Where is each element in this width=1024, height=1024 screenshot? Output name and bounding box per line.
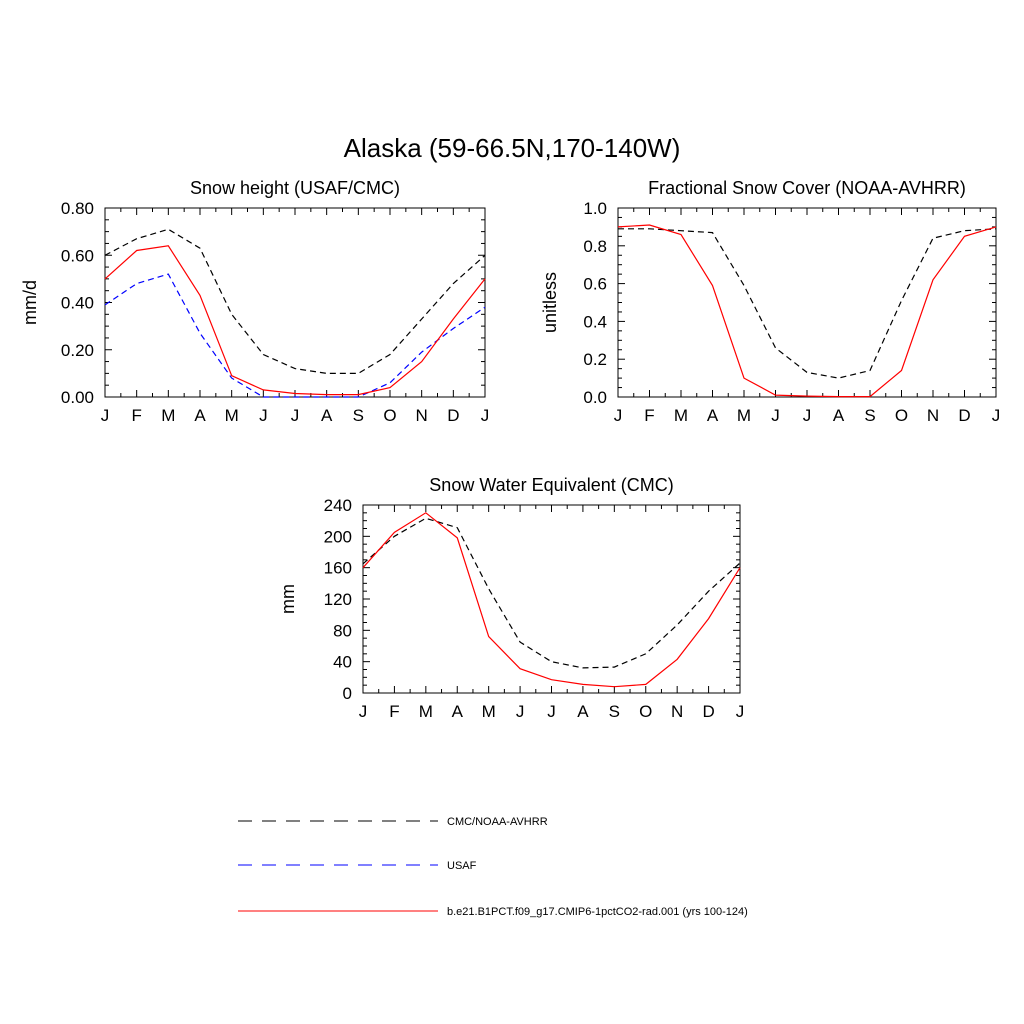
x-tick-label: J [481, 406, 490, 425]
x-tick-label: O [383, 406, 396, 425]
x-tick-label: N [927, 406, 939, 425]
x-tick-label: J [359, 702, 368, 721]
x-tick-label: M [674, 406, 688, 425]
x-tick-label: A [452, 702, 464, 721]
x-tick-label: O [895, 406, 908, 425]
y-tick-label: 200 [324, 527, 352, 546]
x-tick-label: M [419, 702, 433, 721]
series-line-b-e21-b1pct-f09-g17-cmip6-1pctco2-rad-001-yrs-100-124 [617, 224, 997, 398]
y-tick-label: 0 [343, 684, 352, 703]
y-tick-label: 0.0 [583, 388, 607, 407]
x-tick-label: A [707, 406, 719, 425]
x-tick-label: J [516, 702, 525, 721]
y-tick-label: 40 [333, 653, 352, 672]
y-tick-label: 240 [324, 496, 352, 515]
y-tick-label: 0.4 [583, 312, 607, 331]
x-tick-label: A [577, 702, 589, 721]
chart-panel-1: Snow height (USAF/CMC)mm/dJ F M A M J J A S O N D J0… [20, 178, 489, 425]
x-tick-label: A [321, 406, 333, 425]
y-tick-label: 80 [333, 621, 352, 640]
legend-entry: b.e21.B1PCT.f09_g17.CMIP6-1pctCO2-rad.00… [238, 906, 748, 918]
x-tick-label: S [864, 406, 875, 425]
series-line-b-e21-b1pct-f09-g17-cmip6-1pctco2-rad-001-yrs-100-124 [362, 512, 741, 688]
chart-title: Snow height (USAF/CMC) [190, 178, 400, 198]
plot-frame [362, 504, 741, 694]
x-tick-label: O [639, 702, 652, 721]
chart-panel-3: Snow Water Equivalent (CMC)mmJ F M A M J J A S O N… [278, 475, 744, 721]
x-tick-label: J [101, 406, 110, 425]
legend-entry: CMC/NOAA-AVHRR [238, 816, 548, 828]
x-tick-label: J [992, 406, 1001, 425]
x-tick-label: J [736, 702, 745, 721]
x-tick-label: D [702, 702, 714, 721]
chart-title: Fractional Snow Cover (NOAA-AVHRR) [648, 178, 966, 198]
y-tick-label: 0.20 [61, 341, 94, 360]
y-tick-label: 0.6 [583, 275, 607, 294]
x-tick-label: A [194, 406, 206, 425]
x-tick-label: J [614, 406, 623, 425]
series-line-cmc-noaa-avhrr [362, 517, 741, 669]
x-tick-label: D [958, 406, 970, 425]
legend-label: CMC/NOAA-AVHRR [447, 816, 548, 828]
x-tick-label: M [482, 702, 496, 721]
x-tick-label: F [644, 406, 654, 425]
y-tick-label: 0.00 [61, 388, 94, 407]
legend-label: USAF [447, 860, 477, 872]
y-tick-label: 0.8 [583, 237, 607, 256]
x-tick-label: M [161, 406, 175, 425]
x-tick-label: J [259, 406, 268, 425]
y-axis-label: mm/d [20, 280, 40, 325]
series-line-cmc-noaa-avhrr [618, 228, 997, 379]
x-tick-label: S [609, 702, 620, 721]
x-tick-label: F [131, 406, 141, 425]
x-tick-label: S [353, 406, 364, 425]
legend-entry: USAF [238, 860, 477, 872]
x-tick-label: F [389, 702, 399, 721]
x-tick-label: J [291, 406, 300, 425]
y-tick-label: 0.60 [61, 246, 94, 265]
x-tick-label: J [803, 406, 812, 425]
y-tick-label: 0.80 [61, 199, 94, 218]
series-line-usaf [104, 273, 486, 398]
y-tick-label: 1.0 [583, 199, 607, 218]
x-tick-label: M [737, 406, 751, 425]
figure-title: Alaska (59-66.5N,170-140W) [344, 133, 681, 163]
y-axis-label: mm [278, 584, 298, 614]
y-tick-label: 0.2 [583, 350, 607, 369]
x-tick-label: D [447, 406, 459, 425]
x-tick-label: M [225, 406, 239, 425]
x-tick-label: J [547, 702, 556, 721]
y-axis-label: unitless [540, 272, 560, 333]
series-line-b-e21-b1pct-f09-g17-cmip6-1pctco2-rad-001-yrs-100-124 [104, 245, 486, 396]
y-tick-label: 160 [324, 559, 352, 578]
x-tick-label: J [771, 406, 780, 425]
chart-panels: Snow height (USAF/CMC)mm/dJ F M A M J J A S O N D J0… [20, 178, 1000, 721]
x-tick-label: N [416, 406, 428, 425]
y-tick-label: 120 [324, 590, 352, 609]
x-tick-label: A [833, 406, 845, 425]
series-line-cmc-noaa-avhrr [104, 228, 486, 374]
legend-label: b.e21.B1PCT.f09_g17.CMIP6-1pctCO2-rad.00… [447, 906, 748, 918]
chart-title: Snow Water Equivalent (CMC) [429, 475, 673, 495]
x-tick-label: N [671, 702, 683, 721]
y-tick-label: 0.40 [61, 294, 94, 313]
legend: CMC/NOAA-AVHRR USAF b.e21.B1PCT.f09_g17.CM… [238, 816, 748, 918]
chart-panel-2: Fractional Snow Cover (NOAA-AVHRR) unitle… [540, 178, 1000, 425]
